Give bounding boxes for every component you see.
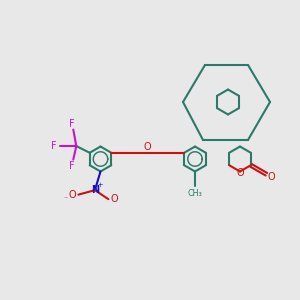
Text: CH₃: CH₃	[188, 189, 202, 198]
Text: O: O	[69, 190, 76, 200]
Text: F: F	[51, 141, 57, 151]
Text: F: F	[69, 160, 75, 171]
Text: O: O	[236, 168, 244, 178]
Text: N: N	[91, 185, 99, 195]
Text: F: F	[69, 118, 75, 129]
Text: ⁻: ⁻	[64, 195, 68, 204]
Text: O: O	[111, 194, 118, 204]
Text: O: O	[268, 172, 275, 182]
Text: +: +	[98, 182, 103, 188]
Text: O: O	[144, 142, 152, 152]
